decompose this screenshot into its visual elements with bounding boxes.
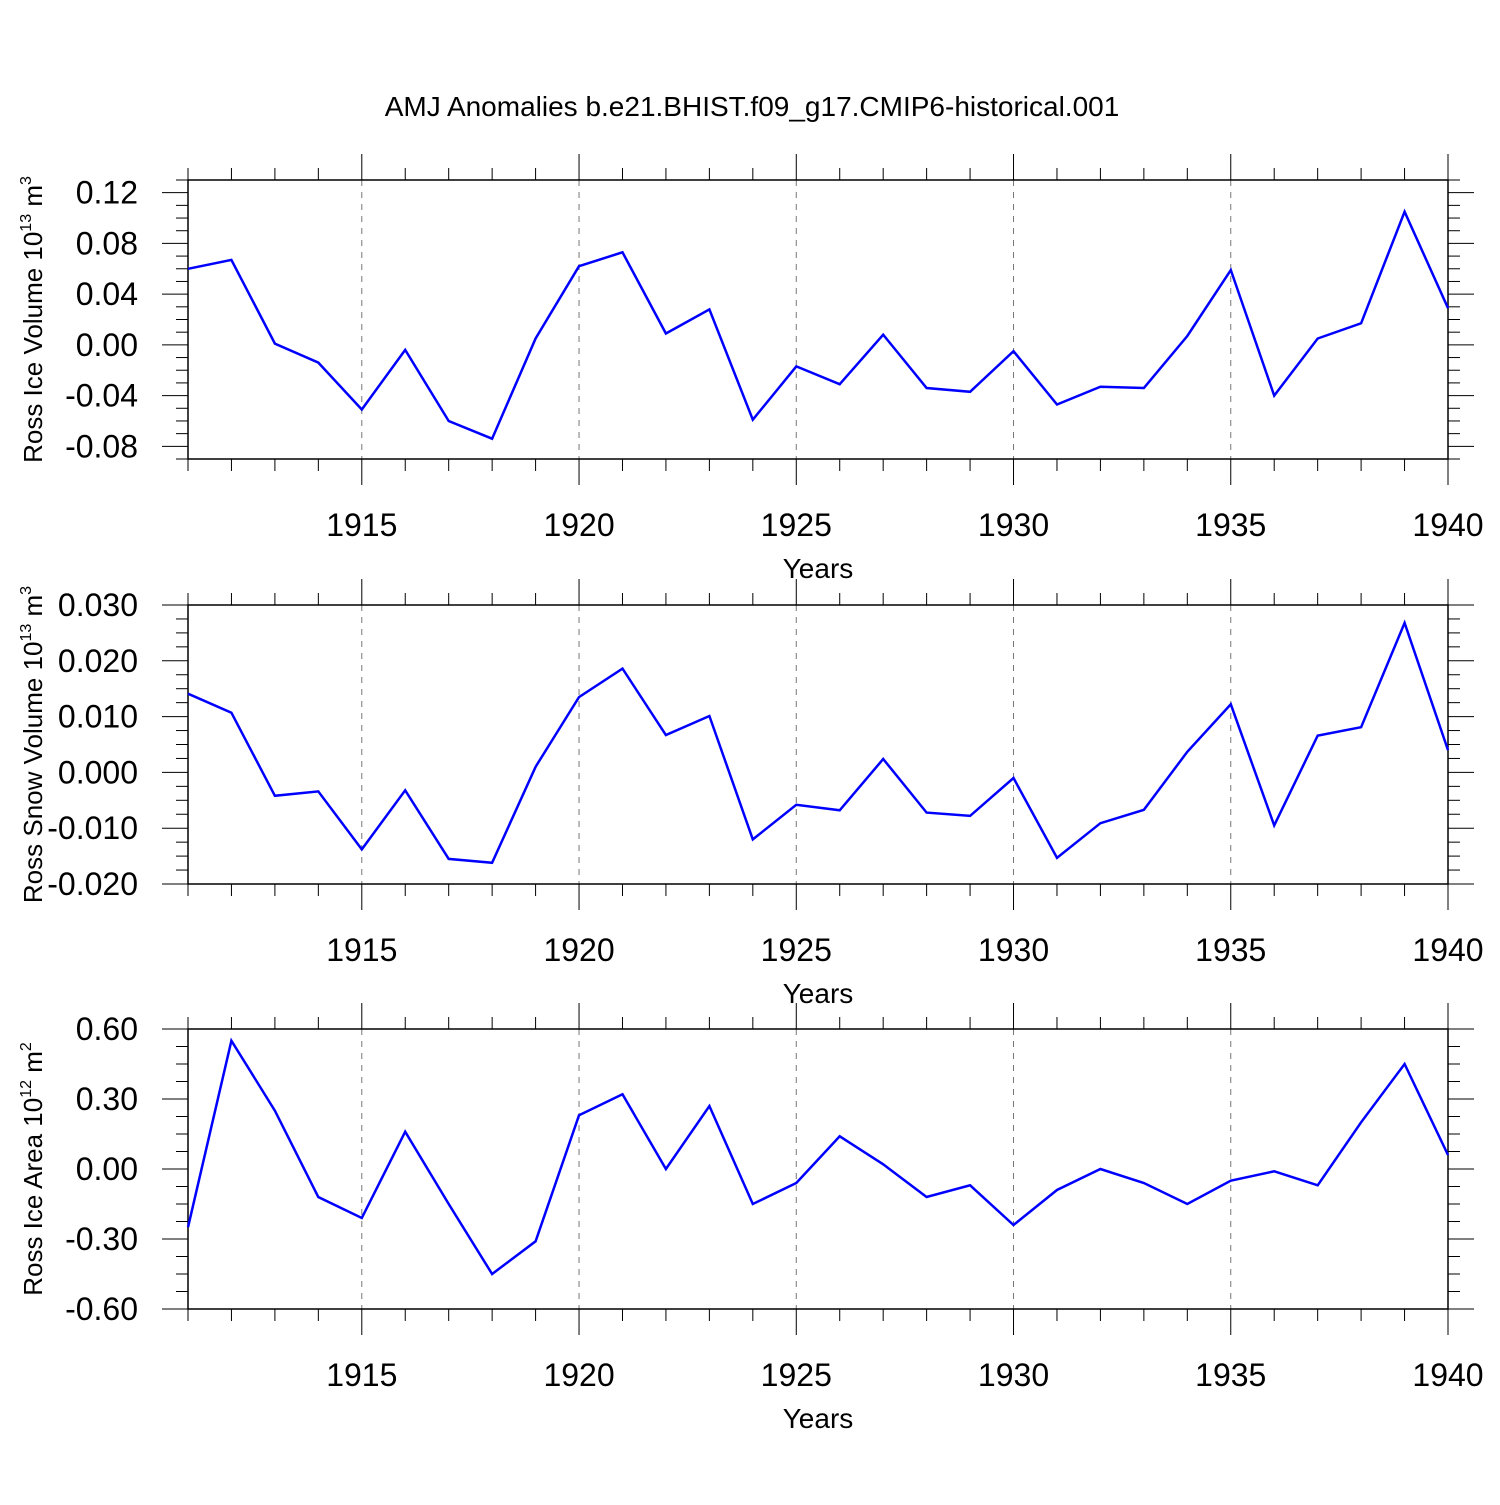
plot-frame	[187, 1028, 1449, 1310]
x-tick-label: 1915	[326, 932, 397, 968]
panel-2: -0.020 -0.010 0.000 0.010 0.020 0.030 1915 1920…	[18, 579, 1484, 1009]
y-axis-label-unit-exponent: 3	[18, 586, 35, 595]
y-tick-label: 0.010	[58, 699, 138, 735]
y-tick-label: 0.08	[76, 225, 138, 261]
y-tick-label: -0.020	[47, 866, 138, 902]
x-axis-label: Years	[783, 553, 854, 584]
y-tick-label: 0.60	[76, 1011, 138, 1047]
y-axis-label-exponent: 12	[18, 1080, 35, 1098]
y-tick-label: 0.12	[76, 175, 138, 211]
y-axis-label-exponent: 13	[18, 624, 35, 642]
plot-frame	[187, 179, 1449, 460]
y-axis-label-text: Ross Ice Area 10	[18, 1098, 48, 1296]
y-axis-label: Ross Snow Volume 1013 m3	[18, 586, 48, 903]
y-tick-label: -0.010	[47, 810, 138, 846]
y-axis-label-unit: m	[18, 595, 48, 624]
y-tick-label: 0.00	[76, 327, 138, 363]
x-tick-label: 1940	[1412, 507, 1483, 543]
y-tick-label: -0.60	[65, 1291, 138, 1327]
y-axis-label-unit: m	[18, 185, 48, 214]
series-line	[187, 208, 1450, 441]
x-tick-label: 1925	[761, 1357, 832, 1393]
x-tick-label: 1915	[326, 507, 397, 543]
x-axis-label: Years	[783, 1403, 854, 1434]
x-tick-label: 1920	[543, 1357, 614, 1393]
series-line	[186, 1037, 1450, 1276]
x-tick-label: 1935	[1195, 507, 1266, 543]
y-tick-label: -0.04	[65, 378, 138, 414]
x-tick-label: 1935	[1195, 1357, 1266, 1393]
y-tick-label: 0.04	[76, 276, 138, 312]
y-axis-label-unit: m	[18, 1051, 48, 1080]
y-tick-label: 0.020	[58, 643, 138, 679]
y-tick-label: -0.08	[65, 428, 138, 464]
y-tick-label: 0.30	[76, 1081, 138, 1117]
panel-1: -0.08 -0.04 0.00 0.04 0.08 0.12 1915 1920 1925 19…	[18, 154, 1484, 584]
y-axis-label: Ross Ice Volume 1013 m3	[18, 176, 48, 463]
plot-frame	[187, 604, 1449, 885]
y-tick-label: 0.00	[76, 1151, 138, 1187]
y-axis-label-unit-exponent: 3	[18, 176, 35, 185]
y-tick-label: -0.30	[65, 1221, 138, 1257]
x-tick-label: 1935	[1195, 932, 1266, 968]
x-tick-label: 1940	[1412, 932, 1483, 968]
x-tick-label: 1925	[761, 507, 832, 543]
x-tick-label: 1920	[543, 507, 614, 543]
x-tick-label: 1930	[978, 1357, 1049, 1393]
panel-3: -0.60 -0.30 0.00 0.30 0.60 1915 1920 1925 1930 19…	[18, 1003, 1484, 1434]
y-axis-label-exponent: 13	[18, 214, 35, 232]
y-axis-label-text: Ross Snow Volume 10	[18, 642, 48, 904]
x-tick-label: 1915	[326, 1357, 397, 1393]
x-tick-label: 1930	[978, 507, 1049, 543]
x-tick-label: 1930	[978, 932, 1049, 968]
y-axis-label-text: Ross Ice Volume 10	[18, 232, 48, 463]
y-tick-label: 0.000	[58, 754, 138, 790]
y-axis-label: Ross Ice Area 1012 m2	[18, 1042, 48, 1296]
x-axis-label: Years	[783, 978, 854, 1009]
series-line	[187, 619, 1450, 865]
y-tick-label: 0.030	[58, 587, 138, 623]
x-tick-label: 1940	[1412, 1357, 1483, 1393]
y-axis-label-unit-exponent: 2	[18, 1042, 35, 1051]
x-tick-label: 1925	[761, 932, 832, 968]
chart-title: AMJ Anomalies b.e21.BHIST.f09_g17.CMIP6-…	[385, 91, 1120, 122]
x-tick-label: 1920	[543, 932, 614, 968]
